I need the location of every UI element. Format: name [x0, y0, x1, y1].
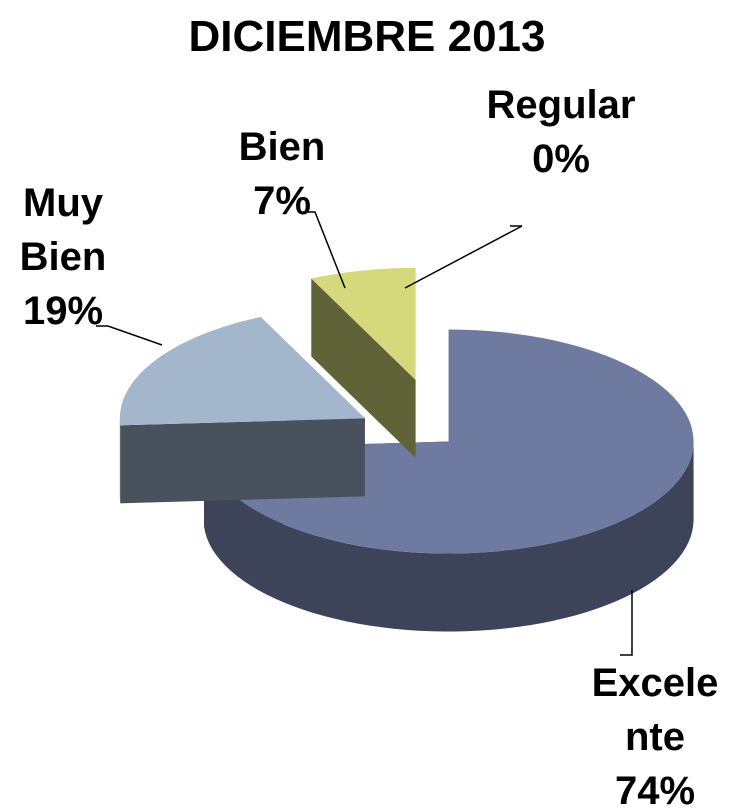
data-label: Regular 0% [486, 78, 636, 186]
slice [311, 267, 416, 380]
chart-title: DICIEMBRE 2013 [188, 12, 546, 61]
category-label: Excelente [591, 661, 719, 759]
slice [119, 316, 365, 426]
leader-line [404, 225, 523, 289]
slice-side [204, 441, 694, 632]
slice-wall [120, 418, 365, 504]
slice-wall [311, 278, 416, 458]
value-label: 19% [22, 289, 104, 333]
slice [204, 329, 694, 554]
category-label: Muy Bien [19, 181, 107, 279]
category-label: Regular [486, 83, 636, 127]
data-label: Bien 7% [222, 120, 342, 228]
value-label: 0% [532, 137, 590, 181]
leader-line [620, 590, 633, 656]
data-label: Excelente 74% [580, 656, 730, 808]
data-label: Muy Bien 19% [8, 176, 118, 338]
value-label: 7% [253, 179, 311, 223]
category-label: Bien [238, 125, 326, 169]
leader-line [96, 325, 163, 346]
leader-line [303, 211, 346, 289]
value-label: 74% [614, 769, 696, 808]
